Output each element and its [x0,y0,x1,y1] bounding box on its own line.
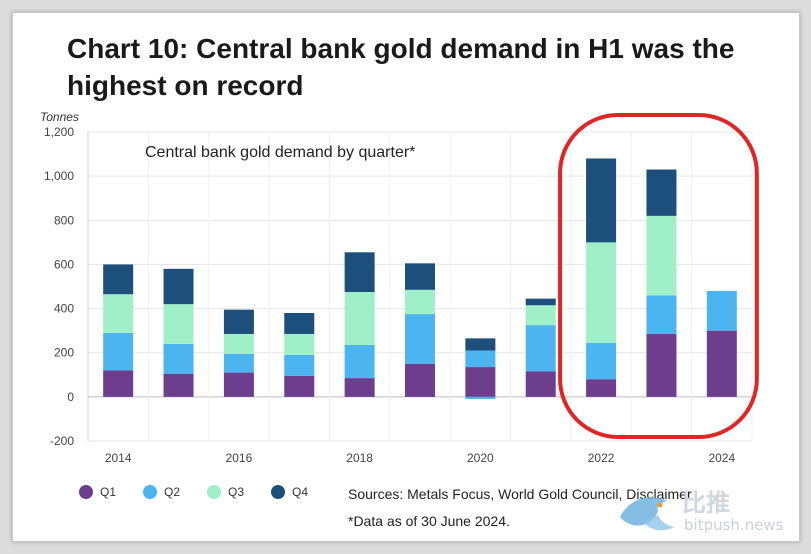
y-axis: -200 0 200 400 600 800 1,000 1,200 [44,125,89,448]
bars [103,158,737,400]
legend-label-q1: Q1 [100,485,116,499]
x-axis: 2014 2016 2018 2020 2022 2024 [105,451,736,465]
bar-q1-2024 [706,330,737,397]
legend-label-q2: Q2 [164,485,180,499]
bird-logo-icon [620,497,674,531]
bar-q1-2020 [465,367,496,397]
legend-label-q3: Q3 [228,485,244,499]
bar-q1-2023 [646,333,677,397]
y-tick-label: 600 [54,257,74,271]
x-tick-label: 2018 [346,451,373,465]
y-tick-label: -200 [50,434,74,448]
chart-subtitle: Central bank gold demand by quarter* [145,144,415,161]
bar-q2-2022 [586,342,617,380]
x-tick-label: 2020 [467,451,494,465]
legend-label-q4: Q4 [292,485,308,499]
bar-q3-2016 [223,333,254,354]
legend: Q1 Q2 Q3 Q4 [79,485,308,499]
y-tick-label: 1,000 [44,169,74,183]
bar-q4-2021 [525,298,556,306]
bar-q4-2022 [586,158,617,243]
bar-q1-2014 [103,370,134,397]
chart-title: Chart 10: Central bank gold demand in H1… [67,33,735,101]
bar-q4-2020 [465,338,496,351]
y-tick-label: 0 [67,390,74,404]
bar-q3-2023 [646,215,677,296]
bar-q2-2023 [646,295,677,334]
y-tick-label: 800 [54,213,74,227]
bar-q2-2015 [163,343,194,374]
highlight-annotation [558,113,759,439]
bar-q4-2017 [284,312,315,334]
bar-q2-2020 [465,350,496,368]
legend-swatch-q2 [143,485,157,499]
bar-q1-2022 [586,379,617,397]
bar-q4-2019 [405,263,435,290]
brand-url: bitpush.news [684,516,784,534]
x-tick-label: 2024 [708,451,735,465]
bar-q2-2016 [223,353,254,373]
y-tick-label: 1,200 [44,125,74,139]
sources-note: Sources: Metals Focus, World Gold Counci… [348,486,692,502]
bar-q4-2018 [344,252,375,293]
x-tick-label: 2016 [226,451,253,465]
bar-q2-2018 [344,344,375,379]
bar-q3-2017 [284,333,315,355]
x-tick-label: 2014 [105,451,132,465]
bar-q3-2021 [525,305,556,326]
bar-q4-2014 [103,264,134,295]
bar-q1-2021 [525,371,556,397]
y-tick-label: 400 [54,302,74,316]
brand-name-cn: 比推 [682,489,730,517]
y-axis-label: Tonnes [40,110,79,124]
y-tick-label: 200 [54,346,74,360]
bar-q4-2015 [163,268,194,305]
bar-q1-2019 [405,363,435,397]
bar-q1-2018 [344,378,375,397]
legend-swatch-q3 [207,485,221,499]
watermark: 比推 bitpush.news [612,483,802,543]
bar-q4-2023 [646,169,677,216]
bar-q3-2014 [103,294,134,333]
bar-q1-2016 [223,372,254,397]
legend-swatch-q1 [79,485,93,499]
bar-q1-2015 [163,373,194,397]
data-date-note: *Data as of 30 June 2024. [348,513,510,529]
bar-q3-2015 [163,304,194,344]
bar-q3-2019 [405,289,435,315]
highlight-ring [558,113,759,439]
bar-q2-2024 [706,290,737,331]
bar-q2-2017 [284,354,315,376]
bar-q4-2016 [223,309,254,334]
bar-q2-2014 [103,332,134,371]
legend-swatch-q4 [271,485,285,499]
bar-q3-2022 [586,242,617,343]
bar-q3-2018 [344,292,375,345]
bar-q2-2019 [405,314,435,364]
bar-q2-2021 [525,325,556,372]
bar-q1-2017 [284,375,315,397]
x-tick-label: 2022 [588,451,615,465]
bar-negative-2020 [465,396,496,400]
